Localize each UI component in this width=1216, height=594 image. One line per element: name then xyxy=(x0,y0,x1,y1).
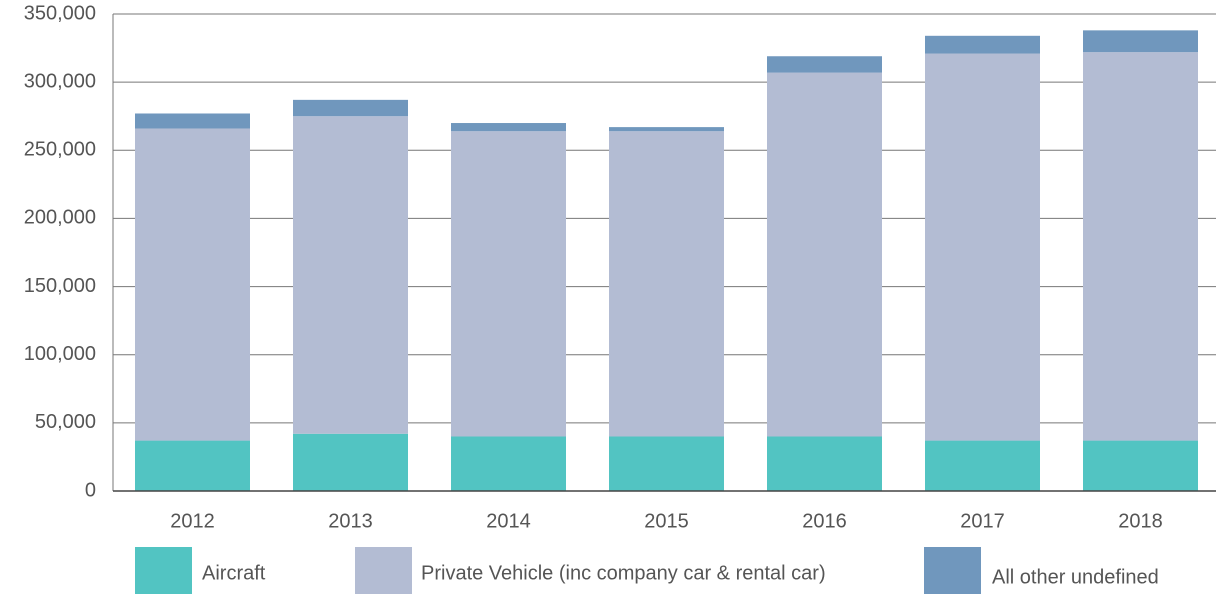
x-tick-label: 2013 xyxy=(328,510,373,532)
x-tick-label: 2015 xyxy=(644,510,689,532)
bar-segment xyxy=(767,56,882,73)
bar-segment xyxy=(1083,52,1198,441)
y-tick-label: 50,000 xyxy=(35,411,96,433)
legend-label: Private Vehicle (inc company car & renta… xyxy=(421,562,826,584)
y-tick-label: 150,000 xyxy=(24,275,96,297)
bar-segment xyxy=(293,433,408,491)
bar-segment xyxy=(451,123,566,132)
x-tick-label: 2016 xyxy=(802,510,847,532)
legend-label: Aircraft xyxy=(202,562,266,584)
x-tick-label: 2017 xyxy=(960,510,1005,532)
bar-segment xyxy=(609,127,724,132)
bar-segment xyxy=(767,72,882,437)
bar-segment xyxy=(767,436,882,491)
bar-segment xyxy=(293,99,408,117)
y-tick-label: 250,000 xyxy=(24,139,96,161)
legend-swatch xyxy=(135,547,192,594)
x-tick-label: 2014 xyxy=(486,510,531,532)
legend-label: All other undefined xyxy=(992,566,1159,588)
bar-segment xyxy=(925,53,1040,441)
bar-segment xyxy=(135,440,250,491)
y-tick-label: 0 xyxy=(85,479,96,501)
legend-swatch xyxy=(355,547,412,594)
x-tick-label: 2018 xyxy=(1118,510,1163,532)
y-tick-label: 100,000 xyxy=(24,343,96,365)
bar-segment xyxy=(925,440,1040,491)
bar-segment xyxy=(609,436,724,491)
bar-segment xyxy=(135,128,250,441)
bar-segment xyxy=(925,35,1040,54)
bar-segment xyxy=(609,131,724,437)
bar-segment xyxy=(1083,30,1198,53)
bar-segment xyxy=(1083,440,1198,491)
legend-swatch xyxy=(924,547,981,594)
x-tick-label: 2012 xyxy=(170,510,215,532)
y-tick-label: 200,000 xyxy=(24,207,96,229)
bar-segment xyxy=(293,116,408,434)
y-tick-label: 300,000 xyxy=(24,70,96,92)
y-tick-label: 350,000 xyxy=(24,2,96,24)
bar-segment xyxy=(135,113,250,129)
bar-segment xyxy=(451,436,566,491)
bar-segment xyxy=(451,131,566,437)
